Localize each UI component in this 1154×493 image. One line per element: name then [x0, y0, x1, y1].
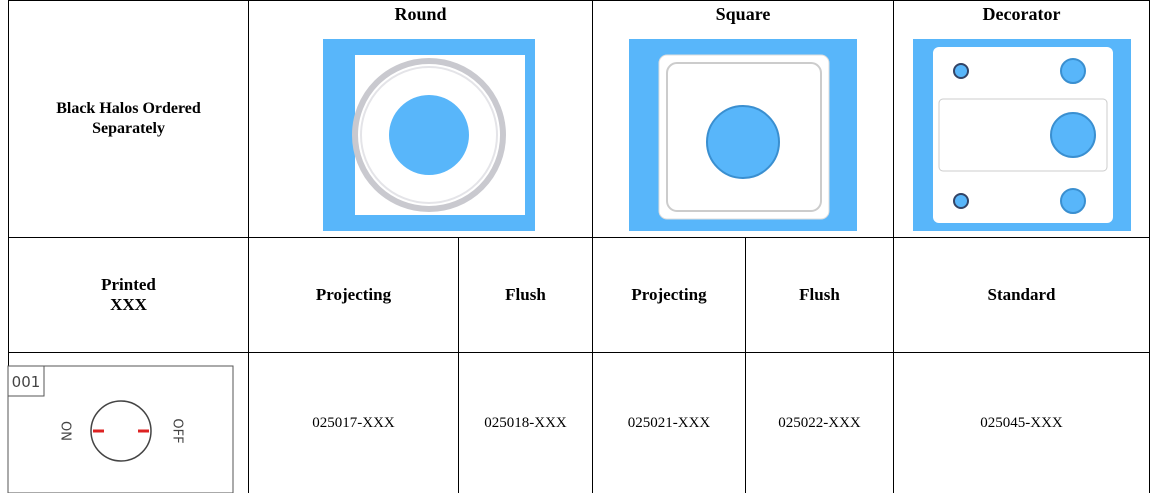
group-title: Decorator [982, 4, 1061, 24]
subheader-cell: Printed XXX [8, 237, 249, 353]
part-row: 001 ON OFF 025017-XXX 025018-XXX 025021-… [7, 352, 1150, 493]
legend-drawing: 001 ON OFF [7, 365, 234, 493]
group-cell: Round [248, 0, 593, 238]
square-image [629, 39, 857, 231]
part-cell: 025022-XXX [745, 352, 894, 493]
decorator-image [912, 39, 1131, 231]
part-cell: 025021-XXX [592, 352, 746, 493]
style-row: Printed XXX Projecting Flush Projecting F… [8, 237, 1150, 353]
part-cell: 025017-XXX [248, 352, 459, 493]
group-cell: Decorator [893, 0, 1150, 238]
part-cell: 025018-XXX [458, 352, 593, 493]
round-image [323, 39, 535, 231]
group-cell: Square [592, 0, 894, 238]
header-cell: Black Halos Ordered Separately [8, 0, 249, 238]
header-row: Black Halos Ordered Separately Round Squ… [8, 0, 1150, 238]
subheader-label: XXX [110, 295, 147, 314]
halo-table: Black Halos Ordered Separately Round Squ… [7, 0, 1150, 493]
style-cell: Flush [458, 237, 593, 353]
header-label: Black Halos Ordered Separately [56, 100, 201, 137]
legend-code: 001 [12, 373, 41, 391]
subheader-label: Printed [101, 275, 156, 294]
style-cell: Projecting [248, 237, 459, 353]
style-cell: Standard [893, 237, 1150, 353]
legend-on: ON [58, 421, 73, 441]
style-cell: Projecting [592, 237, 746, 353]
group-title: Round [394, 4, 447, 24]
legend-cell: 001 ON OFF [7, 352, 249, 493]
legend-off: OFF [170, 418, 185, 443]
style-cell: Flush [745, 237, 894, 353]
group-title: Square [715, 4, 771, 24]
part-cell: 025045-XXX [893, 352, 1150, 493]
